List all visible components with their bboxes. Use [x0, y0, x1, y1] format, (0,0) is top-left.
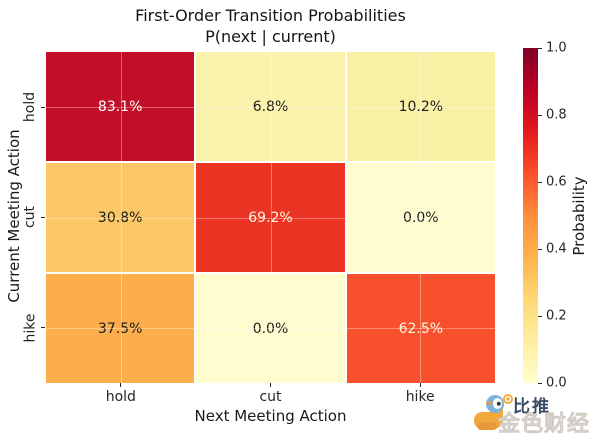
x-tick-labels: hold cut hike	[46, 389, 495, 405]
heatmap-cell-hold-cut: 6.8%	[196, 52, 345, 161]
y-tick-label-cut: cut	[22, 206, 38, 229]
chart-title-line1: First-Order Transition Probabilities	[135, 6, 406, 25]
heatmap-cell-hold-hike: 10.2%	[346, 52, 495, 161]
watermark-brand-text: 比推	[513, 397, 551, 417]
x-tick-label-hold: hold	[105, 389, 136, 405]
chart-title-line2: P(next | current)	[205, 27, 336, 46]
heatmap-cell-cut-hold: 30.8%	[46, 163, 195, 272]
heatmap-cell-hold-hold: 83.1%	[46, 52, 195, 161]
y-tick-mark	[41, 106, 45, 108]
y-tick-label-hike: hike	[22, 313, 39, 343]
heatmap-grid: 83.1% 6.8% 10.2% 30.8% 69.2% 0.0% 37.5% 0.0% 62.…	[46, 52, 495, 383]
watermark: 比推 金色财经	[471, 391, 597, 436]
x-axis-ticks	[46, 383, 495, 388]
colorbar-label: Probability	[570, 176, 588, 256]
x-tick-label-hike: hike	[405, 389, 435, 405]
y-tick-mark	[41, 327, 45, 329]
bird-logo-icon	[474, 394, 513, 430]
y-tick-label-hold: hold	[22, 92, 38, 123]
heatmap-cell-cut-hike: 0.0%	[346, 163, 495, 272]
y-axis-label: Current Meeting Action	[5, 129, 23, 303]
colorbar	[523, 48, 538, 383]
x-tick-mark	[419, 383, 421, 387]
x-tick-label-cut: cut	[259, 389, 282, 405]
watermark-overlay-text: 金色财经	[498, 412, 591, 436]
chart-title: First-Order Transition Probabilities P(n…	[46, 5, 495, 47]
heatmap-cell-hike-cut: 0.0%	[196, 274, 345, 383]
y-axis-ticks	[41, 52, 46, 383]
x-axis-label: Next Meeting Action	[194, 407, 347, 425]
heatmap-cell-cut-cut: 69.2%	[196, 163, 345, 272]
heatmap-cell-hike-hike: 62.5%	[346, 274, 495, 383]
y-tick-mark	[41, 216, 45, 218]
y-tick-labels: hold cut hike	[22, 52, 38, 383]
heatmap-cell-hike-hold: 37.5%	[46, 274, 195, 383]
x-tick-mark	[120, 383, 122, 387]
colorbar-ticks: 1.0 0.8 0.6 0.4 0.2 0.0	[538, 41, 578, 391]
x-tick-mark	[270, 383, 271, 387]
